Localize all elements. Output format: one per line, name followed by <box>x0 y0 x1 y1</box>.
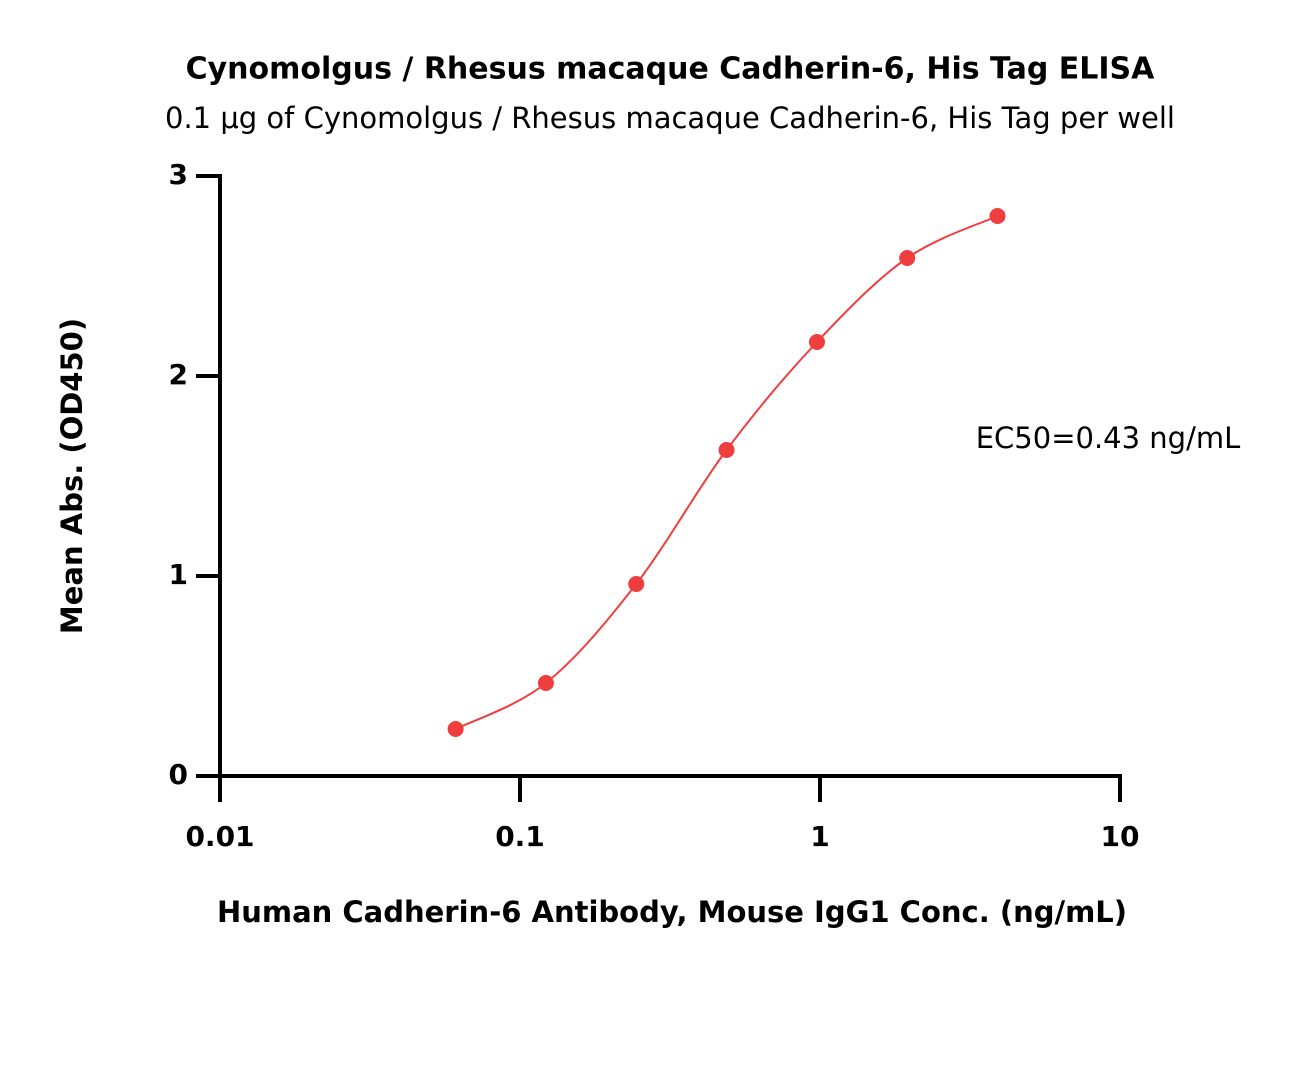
y-tick-label: 1 <box>169 558 188 591</box>
data-point <box>537 675 554 691</box>
x-tick-label: 0.01 <box>185 820 254 853</box>
y-axis-label: Mean Abs. (OD450) <box>55 318 89 634</box>
data-point <box>628 576 645 592</box>
x-axis-label: Human Cadherin-6 Antibody, Mouse IgG1 Co… <box>217 895 1127 929</box>
annotation: EC50=0.43 ng/mL <box>976 421 1241 455</box>
fit-curve <box>455 215 998 730</box>
data-point <box>718 442 735 458</box>
data-point <box>989 208 1006 224</box>
x-tick-label: 1 <box>810 820 829 853</box>
data-point <box>447 721 464 737</box>
y-tick-label: 0 <box>169 758 188 791</box>
y-tick-label: 2 <box>169 358 188 391</box>
chart-title: Cynomolgus / Rhesus macaque Cadherin-6, … <box>186 52 1156 87</box>
x-tick-label: 0.1 <box>495 820 545 853</box>
data-point <box>899 250 916 266</box>
x-tick-label: 10 <box>1101 820 1140 853</box>
y-tick-label: 3 <box>169 158 188 191</box>
data-point <box>808 334 825 350</box>
chart-subtitle: 0.1 μg of Cynomolgus / Rhesus macaque Ca… <box>165 101 1175 135</box>
